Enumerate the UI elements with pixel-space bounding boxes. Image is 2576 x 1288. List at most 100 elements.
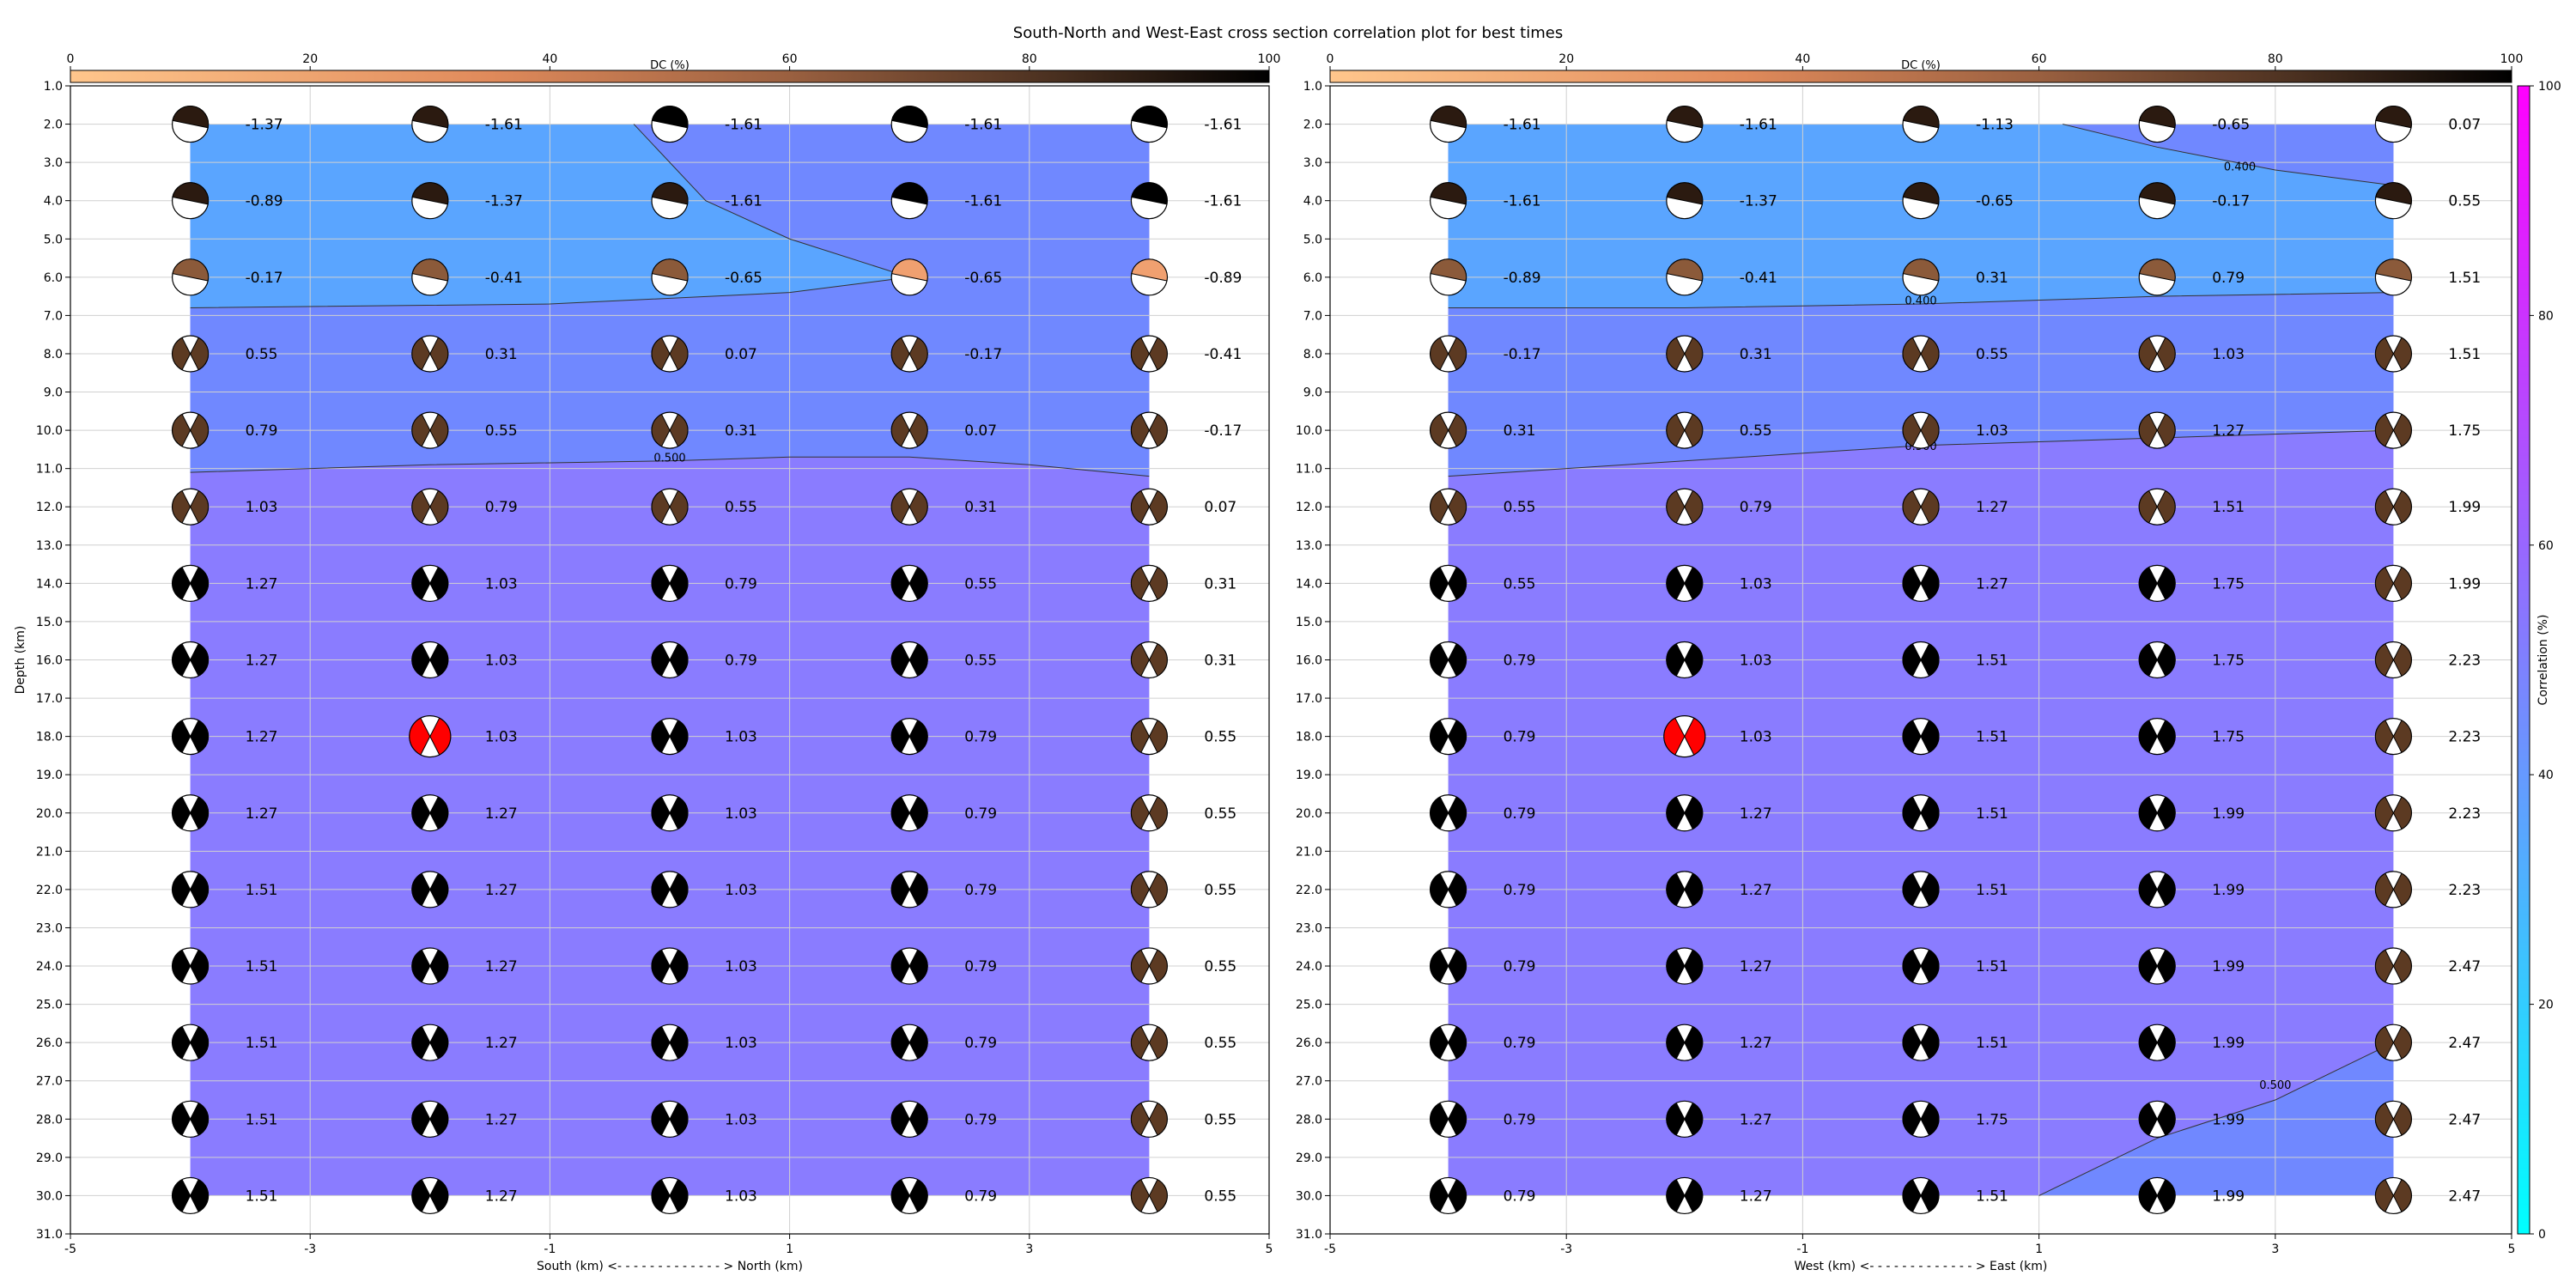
- correlation-value-label: 1.27: [2212, 422, 2245, 440]
- beachball-quadrant: [172, 1025, 191, 1060]
- beachball-quadrant: [1666, 1179, 1686, 1212]
- correlation-value-label: -1.61: [485, 117, 523, 134]
- x-tick-label: -3: [304, 1242, 316, 1256]
- beachball-quadrant: [411, 1102, 431, 1136]
- beachball-quadrant: [908, 337, 928, 371]
- correlation-value-label: 1.03: [725, 1035, 757, 1052]
- beachball-quadrant: [2156, 796, 2176, 830]
- correlation-value-label: 1.27: [485, 882, 518, 899]
- beachball-quadrant: [2139, 182, 2176, 205]
- beachball-quadrant: [1448, 872, 1467, 907]
- correlation-value-label: 0.55: [485, 422, 518, 440]
- beachball-quadrant: [2156, 413, 2176, 447]
- beachball-quadrant: [1684, 796, 1704, 830]
- contour-label: 0.500: [2259, 1079, 2291, 1092]
- beachball-quadrant: [1448, 1179, 1467, 1212]
- beachball-quadrant: [1148, 1102, 1168, 1136]
- beachball-quadrant: [2374, 643, 2394, 677]
- beachball-quadrant: [1448, 489, 1467, 524]
- y-tick-label: 30.0: [1296, 1189, 1322, 1203]
- correlation-value-label: 0.79: [1504, 1111, 1536, 1128]
- correlation-value-label: -1.61: [725, 193, 762, 210]
- correlation-value-label: -0.17: [964, 346, 1002, 363]
- beachball-quadrant: [1666, 566, 1686, 600]
- correlation-value-label: -0.17: [246, 270, 283, 287]
- beachball-quadrant: [190, 337, 210, 371]
- x-tick-label: -3: [1560, 1242, 1572, 1256]
- beachball-quadrant: [411, 1179, 431, 1212]
- correlation-value-label: 1.27: [246, 653, 278, 670]
- x-tick-label: -5: [1324, 1242, 1336, 1256]
- correlation-value-label: 1.75: [1976, 1111, 2008, 1128]
- beachball-quadrant: [2156, 1025, 2176, 1060]
- beachball-quadrant: [669, 413, 689, 447]
- correlation-colorbar-label: Correlation (%): [2537, 615, 2550, 706]
- beachball-quadrant: [411, 106, 449, 129]
- beachball-quadrant: [1130, 1102, 1150, 1136]
- beachball-quadrant: [1684, 643, 1704, 677]
- correlation-value-label: 0.55: [1204, 958, 1236, 975]
- beachball-quadrant: [172, 413, 191, 447]
- beachball-quadrant: [2392, 1025, 2412, 1060]
- x-tick-label: 5: [2508, 1242, 2516, 1256]
- beachball-quadrant: [172, 566, 191, 600]
- y-tick-label: 6.0: [44, 271, 63, 285]
- beachball-quadrant: [908, 1102, 928, 1136]
- correlation-value-label: 1.27: [485, 805, 518, 823]
- beachball-quadrant: [908, 643, 928, 677]
- correlation-colorbar-bar: [2517, 85, 2530, 1235]
- correlation-value-label: 0.07: [725, 346, 757, 363]
- contour-line: [2038, 1042, 2394, 1196]
- beachball-quadrant: [1130, 489, 1150, 524]
- correlation-value-label: 0.31: [1504, 422, 1536, 440]
- correlation-value-label: 1.27: [1740, 1035, 1772, 1052]
- beachball-quadrant: [429, 643, 449, 677]
- correlation-value-label: 1.03: [725, 1188, 757, 1205]
- beachball-quadrant: [890, 949, 910, 983]
- beachball-quadrant: [2138, 337, 2158, 371]
- correlation-value-label: 0.79: [964, 729, 997, 746]
- beachball-quadrant: [2392, 796, 2412, 830]
- correlation-value-label: 0.55: [2448, 193, 2481, 210]
- y-tick-label: 8.0: [44, 348, 63, 361]
- beachball-quadrant: [411, 1025, 431, 1060]
- beachball-quadrant: [172, 720, 191, 754]
- correlation-value-label: 0.79: [1504, 958, 1536, 975]
- y-tick-label: 20.0: [1296, 807, 1322, 821]
- beachball-quadrant: [1148, 720, 1168, 754]
- beachball-quadrant: [172, 1179, 191, 1212]
- correlation-value-label: -1.61: [1504, 193, 1541, 210]
- correlation-value-label: 0.55: [964, 653, 997, 670]
- correlation-value-label: 1.51: [1976, 1188, 2008, 1205]
- correlation-colorbar: 0 20 40 60 80 100 Correlation (%): [2517, 80, 2561, 1242]
- beachball-quadrant: [1148, 949, 1168, 983]
- beachball-quadrant: [2392, 720, 2412, 754]
- correlation-value-label: 1.03: [485, 729, 518, 746]
- beachball-quadrant: [908, 949, 928, 983]
- dc-colorbar-tick-label: 20: [1558, 52, 1574, 66]
- correlation-value-label: 1.75: [2448, 422, 2481, 440]
- y-tick-label: 23.0: [36, 921, 63, 935]
- beachball-quadrant: [908, 413, 928, 447]
- beachball-quadrant: [429, 949, 449, 983]
- correlation-value-label: 0.79: [1740, 499, 1772, 516]
- contour-label: 0.400: [1905, 295, 1936, 308]
- beachball-quadrant: [429, 489, 449, 524]
- beachball-quadrant: [411, 949, 431, 983]
- beachball-quadrant: [190, 796, 210, 830]
- beachball-quadrant: [1684, 413, 1704, 447]
- correlation-colorbar-tick-label: 40: [2538, 769, 2554, 782]
- beachball-quadrant: [411, 337, 431, 371]
- beachball-quadrant: [891, 106, 928, 129]
- beachball-quadrant: [1430, 643, 1449, 677]
- y-tick-label: 3.0: [1303, 156, 1322, 170]
- correlation-value-label: -0.65: [964, 270, 1002, 287]
- beachball-quadrant: [1448, 643, 1467, 677]
- y-tick-label: 11.0: [1296, 463, 1322, 477]
- beachball-quadrant: [172, 337, 191, 371]
- y-tick-label: 9.0: [1303, 386, 1322, 400]
- beachball-quadrant: [1902, 413, 1922, 447]
- correlation-value-label: 1.03: [725, 882, 757, 899]
- beachball-quadrant: [1902, 796, 1922, 830]
